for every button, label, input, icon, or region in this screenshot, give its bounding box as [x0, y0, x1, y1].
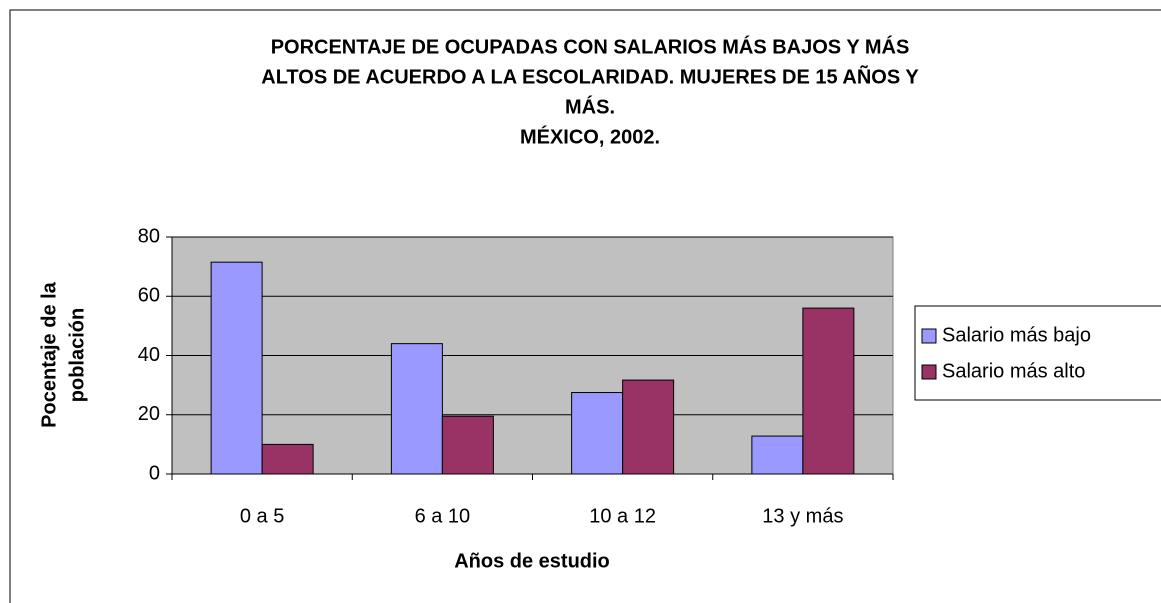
y-axis-label: población [66, 308, 88, 402]
chart-title: MÉXICO, 2002. [520, 125, 660, 148]
legend-label: Salario más bajo [942, 324, 1091, 346]
chart-title: MÁS. [565, 95, 615, 118]
y-tick-label: 40 [138, 344, 160, 366]
legend-label: Salario más alto [942, 360, 1085, 382]
x-tick-label: 6 a 10 [415, 505, 471, 527]
bar [441, 415, 494, 475]
bar [390, 343, 443, 475]
bar [261, 443, 314, 475]
y-tick-label: 60 [138, 285, 160, 307]
y-tick-label: 0 [149, 462, 160, 484]
y-axis-label: Pocentaje de la [38, 281, 60, 427]
y-tick-label: 80 [138, 225, 160, 247]
chart-title: ALTOS DE ACUERDO A LA ESCOLARIDAD. MUJER… [261, 65, 919, 88]
chart-title: PORCENTAJE DE OCUPADAS CON SALARIOS MÁS … [271, 35, 910, 58]
x-axis-label: Años de estudio [454, 550, 610, 572]
bar [751, 435, 804, 475]
bar [210, 261, 263, 475]
x-tick-label: 10 a 12 [589, 505, 656, 527]
bar [622, 379, 675, 475]
legend-swatch [921, 364, 937, 380]
bar [571, 392, 624, 475]
x-tick-label: 0 a 5 [240, 505, 284, 527]
y-tick-label: 20 [138, 403, 160, 425]
x-tick-label: 13 y más [762, 505, 843, 527]
bar [802, 307, 855, 475]
legend-box [914, 305, 1161, 401]
legend-swatch [921, 328, 937, 344]
